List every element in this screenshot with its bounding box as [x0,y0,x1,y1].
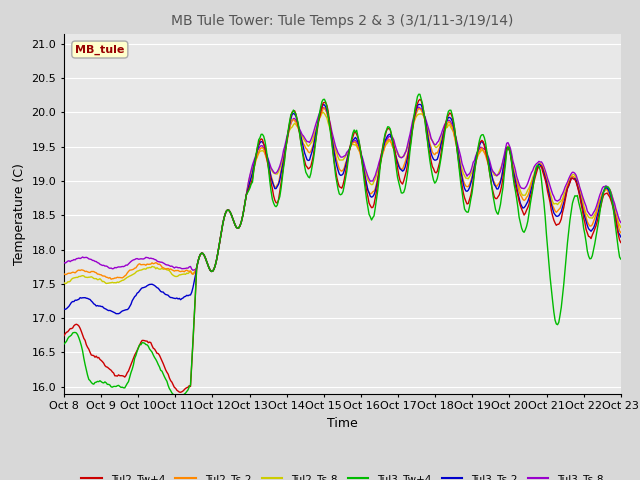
Legend: Tul2_Tw+4, Tul2_Ts-2, Tul2_Ts-8, Tul3_Tw+4, Tul3_Ts-2, Tul3_Ts-8: Tul2_Tw+4, Tul2_Ts-2, Tul2_Ts-8, Tul3_Tw… [77,470,607,480]
X-axis label: Time: Time [327,417,358,430]
Text: MB_tule: MB_tule [75,44,125,55]
Y-axis label: Temperature (C): Temperature (C) [13,163,26,264]
Title: MB Tule Tower: Tule Temps 2 & 3 (3/1/11-3/19/14): MB Tule Tower: Tule Temps 2 & 3 (3/1/11-… [172,14,513,28]
